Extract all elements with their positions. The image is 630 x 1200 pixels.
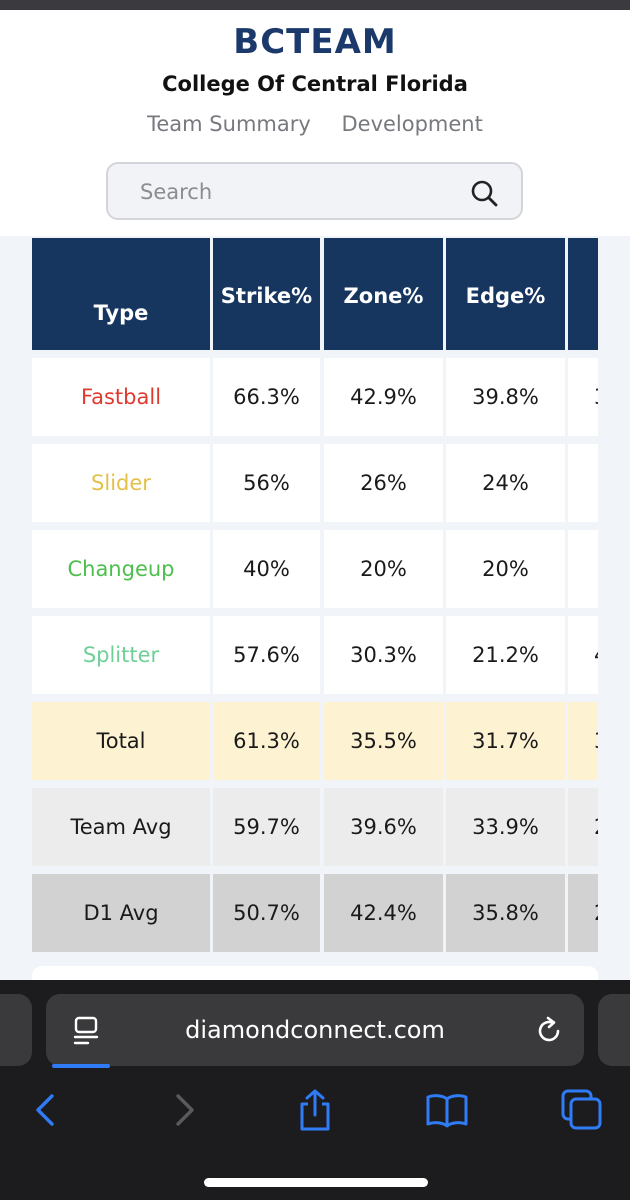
table-cell: 39.6% bbox=[324, 788, 443, 866]
next-tab-preview[interactable] bbox=[598, 994, 630, 1066]
table-cell: 39.8% bbox=[446, 358, 565, 436]
share-icon[interactable] bbox=[293, 1088, 337, 1132]
table-cell-partial: 3 bbox=[568, 358, 598, 436]
search-box[interactable] bbox=[106, 162, 523, 220]
top-nav: Team Summary Development bbox=[0, 112, 630, 136]
table-cell-partial: 2 bbox=[568, 874, 598, 952]
row-type-label: D1 Avg bbox=[32, 874, 210, 952]
row-type-label: Slider bbox=[32, 444, 210, 522]
table-cell: 42.9% bbox=[324, 358, 443, 436]
tabs-icon[interactable] bbox=[560, 1088, 604, 1132]
bookmarks-icon[interactable] bbox=[425, 1088, 469, 1132]
brand-logo[interactable]: BCTEAM bbox=[233, 22, 397, 62]
row-type-label: Fastball bbox=[32, 358, 210, 436]
table-cell-partial bbox=[568, 444, 598, 522]
row-type-label: Total bbox=[32, 702, 210, 780]
search-input[interactable] bbox=[138, 176, 462, 208]
reload-icon[interactable] bbox=[534, 1016, 564, 1046]
table-cell-partial: 2 bbox=[568, 788, 598, 866]
table-cell: 56% bbox=[213, 444, 320, 522]
table-cell: 20% bbox=[324, 530, 443, 608]
table-cell: 21.2% bbox=[446, 616, 565, 694]
table-cell: 35.5% bbox=[324, 702, 443, 780]
pitch-stats-table: Type Strike% Zone% Edge% Fastball 66.3% 42.9% 3… bbox=[32, 236, 598, 980]
column-header[interactable]: Edge% bbox=[446, 238, 565, 350]
table-cell: 20% bbox=[446, 530, 565, 608]
page-header: BCTEAM College Of Central Florida Team S… bbox=[0, 10, 630, 236]
row-type-label: Team Avg bbox=[32, 788, 210, 866]
nav-team-summary[interactable]: Team Summary bbox=[147, 112, 311, 136]
page-menu-icon[interactable] bbox=[72, 1016, 100, 1046]
column-header[interactable]: Type bbox=[32, 238, 210, 350]
url-text: diamondconnect.com bbox=[185, 1016, 445, 1044]
table-cell: 50.7% bbox=[213, 874, 320, 952]
table-cell-partial bbox=[568, 530, 598, 608]
table-cell: 24% bbox=[446, 444, 565, 522]
search-icon[interactable] bbox=[469, 178, 499, 208]
row-type-label: Splitter bbox=[32, 616, 210, 694]
table-cell: 40% bbox=[213, 530, 320, 608]
browser-address-bar: diamondconnect.com bbox=[0, 980, 630, 1070]
table-cell: 30.3% bbox=[324, 616, 443, 694]
next-card bbox=[32, 966, 598, 980]
status-bar bbox=[0, 0, 630, 10]
table-cell: 66.3% bbox=[213, 358, 320, 436]
tab-indicator bbox=[52, 1064, 110, 1068]
stats-area: Type Strike% Zone% Edge% Fastball 66.3% 42.9% 3… bbox=[0, 236, 630, 980]
table-cell: 42.4% bbox=[324, 874, 443, 952]
table-cell: 33.9% bbox=[446, 788, 565, 866]
table-cell: 61.3% bbox=[213, 702, 320, 780]
home-indicator bbox=[204, 1178, 428, 1187]
table-cell: 59.7% bbox=[213, 788, 320, 866]
table-cell: 57.6% bbox=[213, 616, 320, 694]
forward-icon[interactable] bbox=[162, 1088, 206, 1132]
previous-tab-preview[interactable] bbox=[0, 994, 32, 1066]
row-type-label: Changeup bbox=[32, 530, 210, 608]
column-header[interactable]: Zone% bbox=[324, 238, 443, 350]
nav-development[interactable]: Development bbox=[341, 112, 483, 136]
school-name: College Of Central Florida bbox=[162, 72, 468, 96]
table-cell-partial: 4 bbox=[568, 616, 598, 694]
url-field[interactable]: diamondconnect.com bbox=[46, 994, 584, 1066]
table-cell: 35.8% bbox=[446, 874, 565, 952]
table-cell-partial: 3 bbox=[568, 702, 598, 780]
table-cell: 31.7% bbox=[446, 702, 565, 780]
column-header-partial[interactable] bbox=[568, 238, 598, 350]
table-cell: 26% bbox=[324, 444, 443, 522]
column-header[interactable]: Strike% bbox=[213, 238, 320, 350]
back-icon[interactable] bbox=[24, 1088, 68, 1132]
